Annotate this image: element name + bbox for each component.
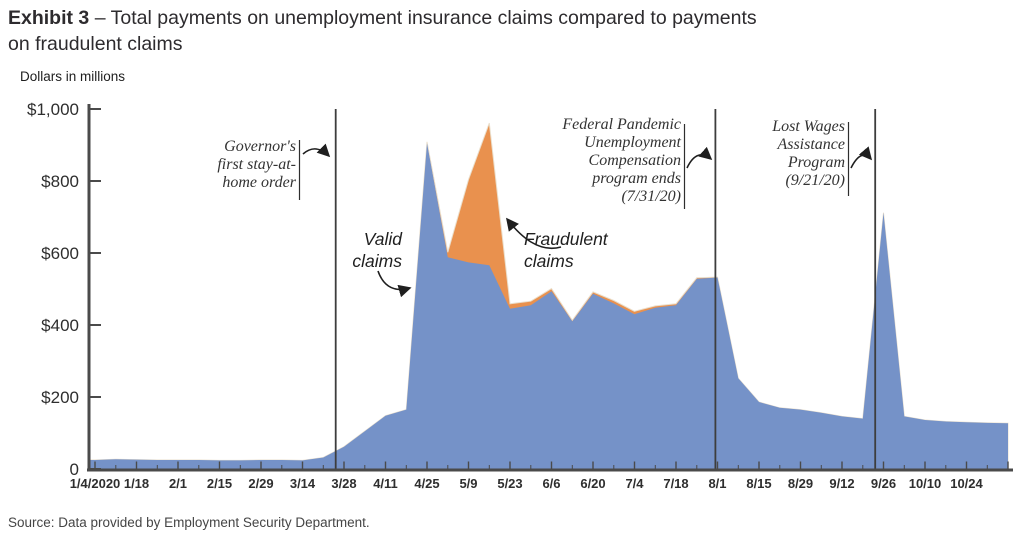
x-tick-label: 7/18 [663,476,688,491]
x-tick-label: 8/1 [708,476,726,491]
chart-generated-layers: 1/4/2020 1/18 2/1 2/15 2/29 3/14 3/28 4/11 4/25 5… [27,100,1013,491]
title-text-line2: on fraudulent claims [8,33,183,55]
x-tick-label: 8/15 [746,476,771,491]
title-text-line1: Total payments on unemployment insurance… [110,7,757,29]
fraudulent-claims-arrow [506,217,562,250]
title-line-1: Exhibit 3 – Total payments on unemployme… [8,5,958,31]
lwa-annotation-arrow [850,146,873,169]
governor-annotation: Governor's first stay-at- home order [217,138,296,192]
x-tick-label: 5/23 [497,476,522,491]
x-tick-label: 10/24 [950,476,983,491]
x-tick-label: 2/15 [207,476,232,491]
x-tick-label: 6/20 [580,476,605,491]
x-tick-label: 3/14 [290,476,316,491]
x-tick-label: 7/4 [625,476,644,491]
y-axis-units-label: Dollars in millions [20,69,126,84]
exhibit-label: Exhibit 3 [8,7,90,29]
x-tick-label: 1/4/2020 [70,476,121,491]
x-tick-label: 9/12 [829,476,854,491]
valid-claims-arrow [377,270,412,298]
fraudulent-claims-label: Fraudulent claims [524,229,608,272]
x-tick-label: 4/25 [414,476,439,491]
y-tick-label: 0 [70,460,79,479]
annotation-arrows [302,143,873,298]
governor-annotation-arrow [302,143,331,158]
x-tick-label: 5/9 [459,476,477,491]
x-tick-label: 1/18 [124,476,149,491]
y-tick-label: $200 [41,388,79,407]
y-tick-label: $400 [41,316,79,335]
valid-claims-label: Valid claims [352,229,402,272]
valid-claims-area [88,143,1008,470]
y-tick-label: $1,000 [27,100,79,119]
y-tick-label: $600 [41,244,79,263]
x-tick-label: 9/26 [871,476,896,491]
x-tick-label: 2/1 [169,476,187,491]
lwa-annotation: Lost Wages Assistance Program (9/21/20) [772,118,845,190]
x-tick-label: 6/6 [542,476,560,491]
annotation-bars [298,122,850,209]
x-tick-label: 2/29 [248,476,273,491]
exhibit-title: Exhibit 3 – Total payments on unemployme… [8,5,958,57]
x-tick-label: 4/11 [373,476,398,491]
x-tick-label: 10/10 [909,476,942,491]
title-dash-glyph: – [94,7,106,29]
x-tick-label: 3/28 [331,476,356,491]
fpuc-annotation: Federal Pandemic Unemployment Compensati… [562,116,681,206]
x-tick-label: 8/29 [788,476,813,491]
source-note: Source: Data provided by Employment Secu… [8,515,370,530]
y-tick-label: $800 [41,172,79,191]
fpuc-annotation-arrow [686,146,713,169]
